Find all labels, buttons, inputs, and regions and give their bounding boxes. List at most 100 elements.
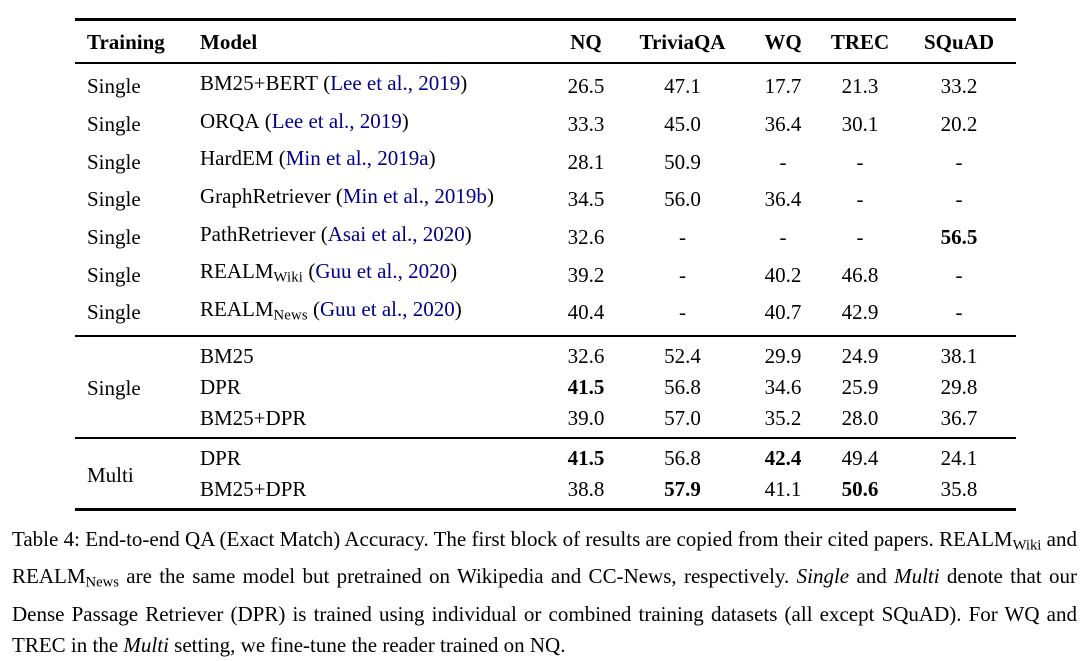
results-table: Training Model NQ TriviaQA WQ TREC SQuAD… bbox=[75, 18, 1016, 511]
model-name: REALM bbox=[200, 259, 274, 284]
table-row: Multi DPR 41.5 56.8 42.4 49.4 24.1 bbox=[75, 438, 1016, 487]
value-cell-triviaqa: - bbox=[679, 300, 686, 325]
model-cell: REALMWiki (Guu et al., 2020) bbox=[200, 256, 555, 294]
block-cited-papers: Single BM25+BERT (Lee et al., 2019) 26.5… bbox=[75, 63, 1016, 336]
value-cell-squad: 33.2 bbox=[940, 74, 978, 99]
value-cell-wq: 35.2 bbox=[764, 405, 802, 430]
value-cell-squad: 38.1 bbox=[940, 343, 978, 368]
value-cell-triviaqa: 47.1 bbox=[664, 74, 701, 99]
value-cell-trec: 28.0 bbox=[841, 405, 879, 430]
citation-paren-close: ) bbox=[454, 297, 462, 322]
model-name: DPR bbox=[200, 374, 241, 399]
citation-link[interactable]: Guu et al., 2020 bbox=[320, 297, 455, 322]
value-cell-nq: 32.6 bbox=[567, 225, 605, 250]
model-cell: BM25+DPR bbox=[200, 474, 555, 510]
training-cell: Single bbox=[87, 262, 141, 287]
table-row: Single PathRetriever (Asai et al., 2020)… bbox=[75, 219, 1016, 257]
caption-segment: are the same model but pretrained on Wik… bbox=[118, 564, 797, 589]
table-row: DPR 41.5 56.8 34.6 25.9 29.8 bbox=[75, 372, 1016, 403]
col-header-model: Model bbox=[200, 19, 555, 64]
col-header-triviaqa: TriviaQA bbox=[617, 19, 748, 64]
model-name: HardEM bbox=[200, 146, 274, 171]
caption-segment: Multi bbox=[123, 633, 169, 658]
model-name: DPR bbox=[200, 445, 241, 470]
citation-paren-close: ) bbox=[464, 221, 472, 246]
value-cell-squad: 24.1 bbox=[940, 445, 978, 470]
col-header-trec: TREC bbox=[818, 19, 902, 64]
value-cell-triviaqa: 50.9 bbox=[664, 149, 701, 174]
model-name: BM25+DPR bbox=[200, 405, 307, 430]
model-cell: HardEM (Min et al., 2019a) bbox=[200, 143, 555, 181]
caption-segment: and bbox=[849, 564, 895, 589]
training-cell: Single bbox=[87, 74, 141, 99]
citation-paren-open: ( bbox=[317, 71, 331, 95]
training-cell: Single bbox=[87, 112, 141, 136]
value-cell-squad: 35.8 bbox=[940, 476, 978, 501]
model-cell: ORQA (Lee et al., 2019) bbox=[200, 106, 555, 144]
model-cell: BM25+DPR bbox=[200, 403, 555, 438]
value-cell-nq: 39.0 bbox=[567, 405, 605, 430]
citation-link[interactable]: Asai et al., 2020 bbox=[327, 221, 465, 246]
value-cell-wq: 34.6 bbox=[764, 374, 802, 399]
value-cell-wq: - bbox=[779, 225, 787, 250]
citation-paren-close: ) bbox=[401, 108, 409, 133]
citation-paren-open: ( bbox=[315, 221, 328, 246]
value-cell-trec: - bbox=[856, 149, 864, 174]
value-cell-trec: - bbox=[856, 187, 864, 212]
value-cell-nq: 32.6 bbox=[567, 343, 605, 368]
value-cell-squad: 29.8 bbox=[940, 374, 978, 399]
caption-segment: setting, we fine-tune the reader trained… bbox=[168, 633, 566, 658]
table-row: Single REALMNews (Guu et al., 2020) 40.4… bbox=[75, 294, 1016, 336]
value-cell-trec: - bbox=[856, 225, 864, 250]
value-cell-wq: 36.4 bbox=[764, 112, 802, 136]
citation-link[interactable]: Min et al., 2019a bbox=[285, 146, 429, 171]
table-row: Single GraphRetriever (Min et al., 2019b… bbox=[75, 181, 1016, 219]
value-cell-trec: 21.3 bbox=[841, 74, 879, 99]
caption-segment: Single bbox=[796, 564, 850, 589]
col-header-squad: SQuAD bbox=[902, 19, 1016, 64]
value-cell-wq: 29.9 bbox=[764, 343, 802, 368]
table-row: Single REALMWiki (Guu et al., 2020) 39.2… bbox=[75, 256, 1016, 294]
value-cell-triviaqa: 56.8 bbox=[664, 445, 701, 470]
block-single-ours: Single BM25 32.6 52.4 29.9 24.9 38.1 DPR… bbox=[75, 335, 1016, 438]
model-name: REALM bbox=[200, 297, 274, 322]
caption-segment: and REALM bbox=[12, 526, 1077, 589]
value-cell-nq: 34.5 bbox=[567, 187, 605, 212]
value-cell-wq: 41.1 bbox=[764, 476, 802, 501]
model-cell: DPR bbox=[200, 372, 555, 403]
caption-segment: Table 4: End-to-end QA (Exact Match) Acc… bbox=[12, 526, 1013, 551]
model-name: GraphRetriever bbox=[200, 184, 331, 209]
value-cell-nq: 40.4 bbox=[567, 300, 605, 325]
training-group-label: Single bbox=[87, 376, 141, 401]
value-cell-nq: 28.1 bbox=[567, 149, 605, 174]
value-cell-trec: 42.9 bbox=[841, 300, 879, 325]
value-cell-squad: - bbox=[955, 262, 963, 287]
citation-link[interactable]: Guu et al., 2020 bbox=[315, 259, 451, 284]
model-cell: BM25 bbox=[200, 336, 555, 372]
citation-link[interactable]: Min et al., 2019b bbox=[342, 184, 487, 209]
value-cell-triviaqa: - bbox=[679, 225, 686, 250]
value-cell-squad: - bbox=[955, 187, 963, 212]
training-group-label: Multi bbox=[87, 462, 134, 487]
header-row: Training Model NQ TriviaQA WQ TREC SQuAD bbox=[75, 19, 1016, 64]
citation-paren-open: ( bbox=[259, 108, 272, 133]
model-subscript: News bbox=[273, 307, 308, 324]
citation-paren-open: ( bbox=[273, 146, 286, 171]
value-cell-nq: 41.5 bbox=[567, 445, 605, 470]
value-cell-trec: 30.1 bbox=[841, 112, 879, 136]
citation-paren-close: ) bbox=[460, 71, 468, 95]
citation-link[interactable]: Lee et al., 2019 bbox=[271, 108, 402, 133]
table-container: Training Model NQ TriviaQA WQ TREC SQuAD… bbox=[75, 18, 1016, 511]
training-cell: Single bbox=[87, 225, 141, 250]
col-header-wq: WQ bbox=[748, 19, 818, 64]
value-cell-squad: - bbox=[955, 149, 963, 174]
model-cell: BM25+BERT (Lee et al., 2019) bbox=[200, 63, 555, 106]
table-header: Training Model NQ TriviaQA WQ TREC SQuAD bbox=[75, 19, 1016, 64]
value-cell-nq: 33.3 bbox=[567, 112, 605, 136]
model-cell: REALMNews (Guu et al., 2020) bbox=[200, 294, 555, 336]
value-cell-squad: 36.7 bbox=[940, 405, 978, 430]
value-cell-triviaqa: - bbox=[679, 262, 686, 287]
table-row: Single BM25+BERT (Lee et al., 2019) 26.5… bbox=[75, 63, 1016, 106]
citation-link[interactable]: Lee et al., 2019 bbox=[330, 71, 461, 95]
training-cell: Single bbox=[87, 187, 141, 212]
